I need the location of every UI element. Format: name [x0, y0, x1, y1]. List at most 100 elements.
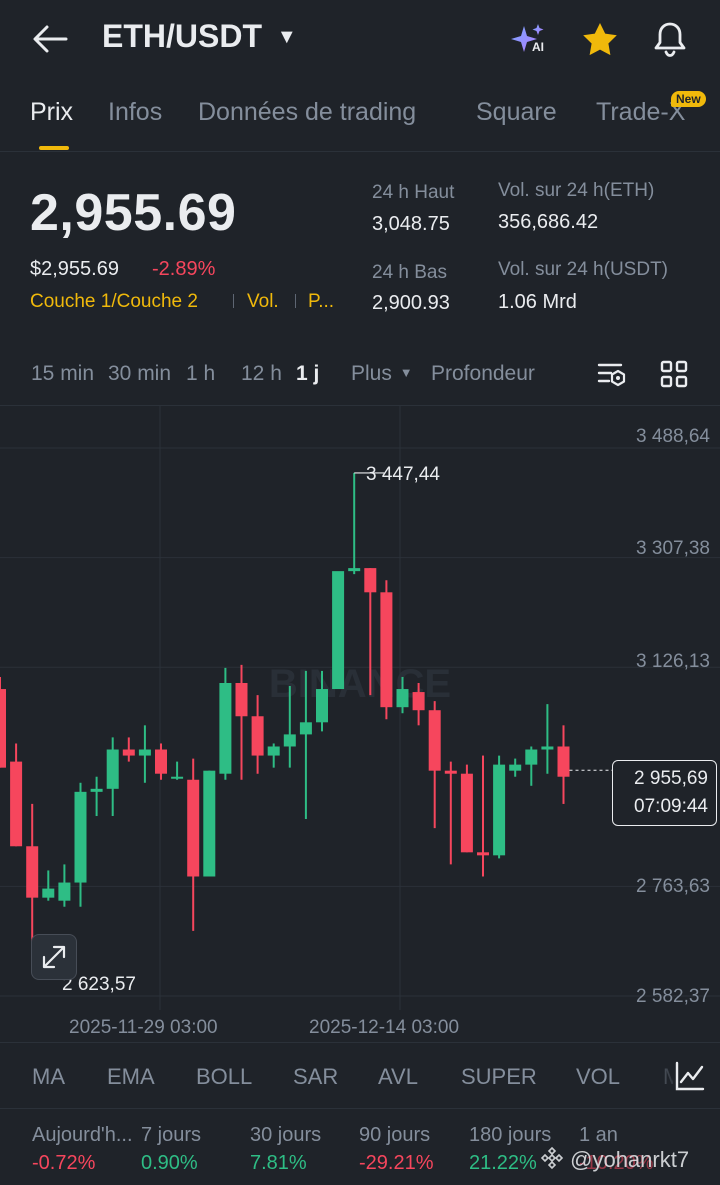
- pair-title: ETH/USDT: [102, 18, 262, 54]
- tab-prix[interactable]: Prix: [30, 98, 74, 126]
- tag-vol[interactable]: Vol.: [247, 291, 279, 312]
- chart-bottom-divider: [0, 1042, 720, 1043]
- candle-body: [155, 749, 167, 774]
- y-tick: 3 307,38: [636, 538, 710, 559]
- candle-body: [122, 749, 135, 756]
- tabs-divider: [0, 151, 720, 152]
- user-handle: @yohanrkt7: [570, 1147, 690, 1172]
- candle-body: [74, 791, 87, 883]
- indicators-divider: [0, 1108, 720, 1109]
- candle-body: [557, 746, 570, 777]
- perf-7d-value: 0.90%: [141, 1152, 198, 1174]
- expand-chart-button[interactable]: [31, 934, 77, 980]
- candle-body: [171, 776, 184, 779]
- min-price-label: 2 623,57: [62, 974, 136, 995]
- vol-usdt-value: 1.06 Mrd: [498, 291, 577, 313]
- ai-sparkle-icon[interactable]: AI: [508, 22, 552, 58]
- candle-body: [348, 568, 361, 572]
- candle-body: [138, 749, 151, 756]
- indicator-chart-icon[interactable]: [674, 1060, 706, 1092]
- y-tick: 2 582,37: [636, 986, 710, 1007]
- chevron-down-icon: ▼: [276, 26, 297, 48]
- candle-body: [0, 689, 6, 768]
- vol-eth-label: Vol. sur 24 h(ETH): [498, 180, 655, 201]
- candle-body: [203, 770, 216, 877]
- candle-body: [283, 734, 296, 747]
- tab-trade-x[interactable]: Trade-X: [596, 98, 686, 126]
- last-price: 2,955.69: [30, 184, 237, 242]
- timeframe-1j[interactable]: 1 j: [296, 362, 320, 385]
- y-tick: 3 126,13: [636, 651, 710, 672]
- low-value: 2,900.93: [372, 292, 450, 314]
- candle-body: [541, 746, 554, 750]
- candle-body: [412, 692, 425, 711]
- perf-30d-value: 7.81%: [250, 1152, 307, 1174]
- timeframe-15min[interactable]: 15 min: [31, 362, 95, 385]
- tag-separator: [295, 294, 296, 308]
- candle-body: [10, 761, 23, 847]
- usd-price: $2,955.69: [30, 258, 119, 280]
- tab-donnees-de-trading[interactable]: Données de trading: [198, 98, 417, 126]
- timeframe-30min[interactable]: 30 min: [108, 362, 172, 385]
- timeframe-12h[interactable]: 12 h: [241, 362, 282, 385]
- depth-tab[interactable]: Profondeur: [431, 362, 535, 385]
- indicator-super[interactable]: SUPER: [461, 1064, 537, 1089]
- high-label: 24 h Haut: [372, 182, 455, 203]
- current-price-box[interactable]: 2 955,69 07:09:44: [612, 760, 717, 826]
- candle-body: [444, 770, 457, 774]
- user-watermark: @yohanrkt7: [540, 1146, 689, 1176]
- perf-1y-label: 1 an: [579, 1124, 618, 1146]
- chart-top-divider: [0, 405, 720, 406]
- vol-usdt-label: Vol. sur 24 h(USDT): [498, 259, 668, 280]
- candle-body: [267, 746, 280, 756]
- candle-body: [299, 722, 312, 735]
- tag-layer[interactable]: Couche 1/Couche 2: [30, 291, 198, 312]
- active-tab-indicator: [39, 146, 69, 150]
- indicator-ema[interactable]: EMA: [107, 1064, 155, 1089]
- candle-countdown: 07:09:44: [634, 796, 708, 817]
- perf-180d-value: 21.22%: [469, 1152, 537, 1174]
- caret-down-icon: ▼: [399, 365, 413, 380]
- grid-layout-icon[interactable]: [660, 360, 688, 388]
- candle-body: [509, 764, 522, 771]
- perf-today-label: Aujourd'h...: [32, 1124, 133, 1146]
- tab-infos[interactable]: Infos: [108, 98, 163, 126]
- high-value: 3,048.75: [372, 213, 450, 235]
- candle-body: [428, 710, 441, 771]
- perf-1y-value: -10.20%: [579, 1152, 654, 1174]
- candle-body: [106, 749, 119, 789]
- perf-90d-value: -29.21%: [359, 1152, 434, 1174]
- indicator-boll[interactable]: BOLL: [196, 1064, 253, 1089]
- indicator-fade: [640, 1050, 680, 1106]
- candle-body: [380, 592, 393, 708]
- vol-eth-value: 356,686.42: [498, 211, 599, 233]
- candlestick-chart[interactable]: BINANCE: [0, 405, 720, 1042]
- chart-settings-icon[interactable]: [596, 360, 628, 390]
- perf-90d-label: 90 jours: [359, 1124, 431, 1146]
- perf-180d-label: 180 jours: [469, 1124, 552, 1146]
- star-icon[interactable]: [582, 22, 618, 56]
- perf-30d-label: 30 jours: [250, 1124, 322, 1146]
- y-tick: 2 763,63: [636, 876, 710, 897]
- indicator-ma[interactable]: MA: [32, 1064, 65, 1089]
- binance-logo-icon: [540, 1146, 564, 1176]
- candle-body: [477, 852, 489, 856]
- indicator-avl[interactable]: AVL: [378, 1064, 418, 1089]
- indicator-sar[interactable]: SAR: [293, 1064, 339, 1089]
- tag-more[interactable]: P...: [308, 291, 335, 312]
- bell-icon[interactable]: [652, 20, 688, 58]
- candle-body: [316, 689, 328, 723]
- max-price-label: 3 447,44: [366, 464, 440, 485]
- candle-body: [493, 764, 506, 856]
- timeframe-more[interactable]: Plus ▼: [351, 362, 413, 386]
- back-arrow-icon[interactable]: [32, 24, 68, 54]
- low-label: 24 h Bas: [372, 262, 447, 283]
- candle-body: [235, 683, 248, 717]
- tag-separator: [233, 294, 234, 308]
- candle-body: [525, 749, 538, 765]
- pair-selector[interactable]: ETH/USDT ▼: [102, 18, 297, 55]
- indicator-vol[interactable]: VOL: [576, 1064, 621, 1089]
- timeframe-1h[interactable]: 1 h: [186, 362, 216, 385]
- tab-square[interactable]: Square: [476, 98, 557, 126]
- candle-body: [58, 882, 71, 901]
